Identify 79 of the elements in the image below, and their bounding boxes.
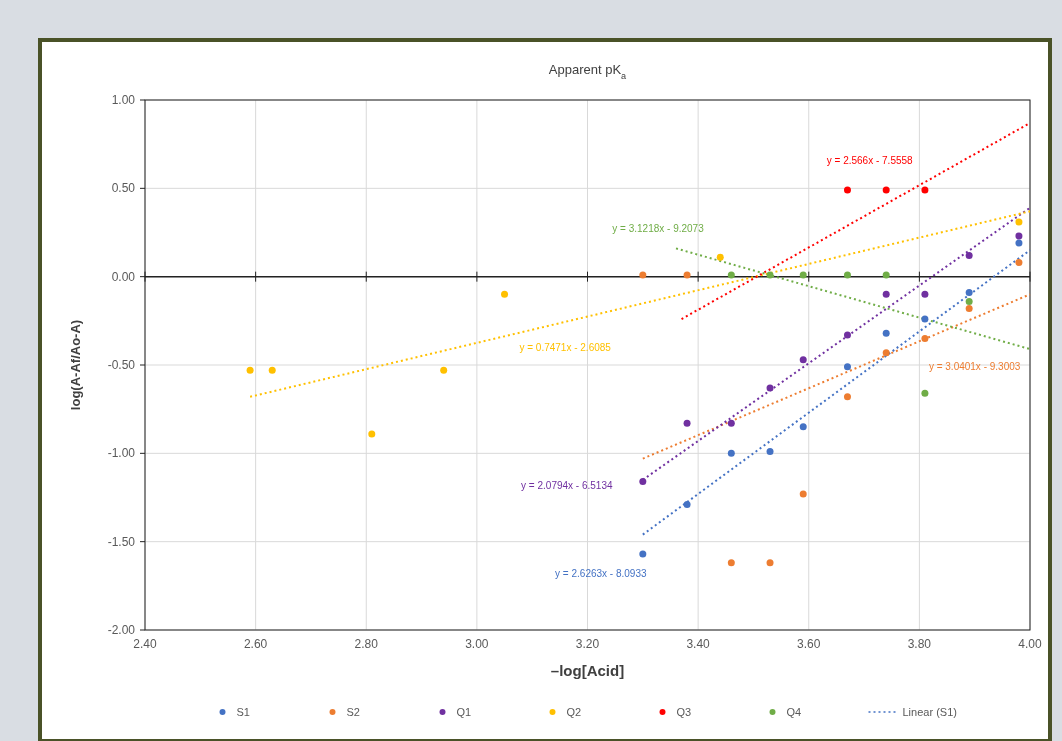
point <box>882 290 890 298</box>
x-tick-label: 4.00 <box>1018 637 1042 651</box>
annotation: y = 3.0401x - 9.3003 <box>928 360 1021 372</box>
point <box>843 186 851 194</box>
point <box>1015 218 1023 226</box>
point <box>727 449 735 457</box>
point <box>1015 259 1023 267</box>
y-tick-label: -2.00 <box>107 623 136 637</box>
legend-label: Q3 <box>676 706 692 718</box>
x-tick-label: 3.20 <box>575 637 600 651</box>
point <box>921 335 929 342</box>
point <box>268 366 276 374</box>
legend-label: Q2 <box>566 706 582 718</box>
x-axis-title: –log[Acid] <box>550 662 625 679</box>
point <box>799 423 807 431</box>
point <box>766 384 774 392</box>
point <box>501 290 509 298</box>
point <box>639 271 647 279</box>
point <box>766 448 774 456</box>
x-tick-label: 3.80 <box>907 637 932 651</box>
point <box>683 419 691 427</box>
legend-label: S1 <box>236 706 250 718</box>
x-tick-label: 2.40 <box>133 637 157 651</box>
point <box>440 366 448 374</box>
point <box>727 559 735 567</box>
x-tick-label: 3.40 <box>686 637 711 651</box>
point <box>727 419 735 427</box>
point <box>921 389 929 397</box>
point <box>921 186 929 194</box>
point <box>882 186 890 194</box>
point <box>799 271 807 279</box>
point <box>921 315 929 323</box>
point <box>799 490 807 498</box>
point <box>766 271 774 279</box>
point <box>882 329 890 337</box>
annotation: y = 2.0794x - 6.5134 <box>521 479 613 491</box>
x-tick-label: 3.00 <box>465 637 489 651</box>
annotation: y = 2.6263x - 8.0933 <box>555 567 647 579</box>
legend-label: Q1 <box>456 706 472 718</box>
y-axis-title: log(A-Af/Ao-A) <box>68 319 83 411</box>
point <box>965 297 973 305</box>
y-tick-label: 1.00 <box>111 93 136 107</box>
legend-label: Linear (S1) <box>902 706 957 718</box>
annotation: y = 2.566x - 7.5558 <box>826 155 914 167</box>
y-tick-label: 0.50 <box>111 181 136 196</box>
legend-label: Q4 <box>786 706 802 718</box>
point <box>882 349 890 357</box>
point <box>843 363 851 371</box>
point <box>1015 239 1023 247</box>
chart-title: Apparent pK$_{a}$ <box>548 62 628 81</box>
x-tick-label: 2.80 <box>354 637 379 651</box>
annotation: y = 3.1218x - 9.2073 <box>612 223 705 235</box>
point <box>799 356 807 364</box>
point <box>727 271 735 279</box>
point <box>843 331 851 339</box>
point <box>965 289 973 297</box>
point <box>368 430 376 438</box>
y-tick-label: 0.00 <box>111 269 136 284</box>
point <box>766 559 774 567</box>
annotation: y = 0.7471x - 2.6085 <box>519 341 612 353</box>
point <box>246 366 254 374</box>
y-tick-label: -1.00 <box>107 446 136 461</box>
point <box>1015 232 1023 240</box>
point <box>921 290 929 298</box>
point <box>639 478 647 486</box>
point <box>843 393 851 401</box>
point <box>882 271 890 279</box>
point <box>639 550 647 558</box>
x-tick-label: 3.60 <box>797 637 821 651</box>
point <box>965 251 973 259</box>
y-tick-label: -0.50 <box>107 358 136 372</box>
point <box>965 304 973 312</box>
x-tick-label: 2.60 <box>243 637 268 651</box>
point <box>683 271 691 279</box>
point <box>843 271 851 279</box>
y-tick-label: -1.50 <box>107 534 136 549</box>
legend-label: S2 <box>346 706 360 718</box>
point <box>683 501 691 509</box>
point <box>716 253 724 261</box>
